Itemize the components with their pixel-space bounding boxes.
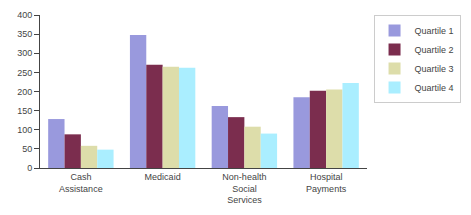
svg-text:100: 100: [17, 125, 32, 135]
svg-text:400: 400: [17, 10, 32, 20]
svg-text:Medicaid: Medicaid: [145, 172, 181, 182]
svg-text:200: 200: [17, 87, 32, 97]
svg-text:HospitalPayments: HospitalPayments: [306, 172, 347, 194]
svg-text:Quartile 4: Quartile 4: [415, 83, 454, 93]
svg-text:0: 0: [27, 163, 32, 173]
svg-text:250: 250: [17, 68, 32, 78]
svg-text:Quartile 2: Quartile 2: [415, 45, 454, 55]
svg-text:300: 300: [17, 48, 32, 58]
svg-text:Quartile 1: Quartile 1: [415, 26, 454, 36]
svg-text:Non-healthSocialServices: Non-healthSocialServices: [222, 172, 266, 205]
svg-text:350: 350: [17, 29, 32, 39]
svg-text:CashAssistance: CashAssistance: [59, 172, 103, 194]
svg-text:150: 150: [17, 106, 32, 116]
svg-text:50: 50: [22, 144, 32, 154]
svg-text:Quartile 3: Quartile 3: [415, 64, 454, 74]
